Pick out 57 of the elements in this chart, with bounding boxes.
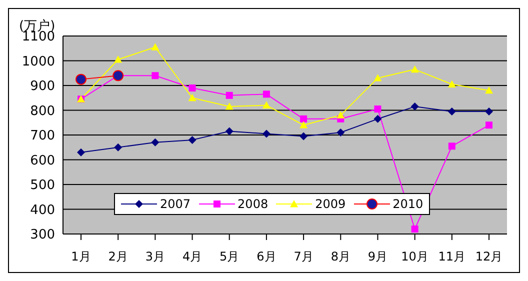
point <box>262 101 270 108</box>
x-tick-label: 2月 <box>108 250 128 264</box>
legend-label: 2010 <box>392 196 424 212</box>
point <box>336 111 345 118</box>
y-tick-label: 300 <box>30 228 55 243</box>
point <box>336 128 345 137</box>
point <box>300 121 308 128</box>
legend-label: 2007 <box>160 196 191 212</box>
y-tick-label: 1000 <box>22 54 55 70</box>
point <box>225 102 234 110</box>
point <box>374 114 382 123</box>
y-tick-label: 400 <box>30 202 55 218</box>
point <box>300 115 308 122</box>
legend-label: 2009 <box>315 196 346 212</box>
point <box>410 102 419 111</box>
point <box>188 84 196 92</box>
point <box>114 143 122 152</box>
point <box>262 90 270 98</box>
point <box>188 136 196 144</box>
legend-label: 2008 <box>238 196 268 212</box>
point <box>151 138 160 146</box>
point <box>300 132 308 140</box>
y-tick-label: 800 <box>30 104 55 119</box>
point <box>76 74 86 85</box>
point <box>374 74 382 82</box>
point <box>151 43 160 50</box>
point <box>485 107 493 116</box>
point <box>486 122 492 129</box>
x-tick-label: 11月 <box>438 250 466 264</box>
point <box>411 226 418 233</box>
x-tick-label: 6月 <box>256 250 276 264</box>
x-tick-label: 7月 <box>294 250 314 264</box>
point <box>410 65 419 73</box>
point <box>152 72 159 80</box>
x-tick-label: 10月 <box>401 250 428 264</box>
x-tick-label: 1月 <box>71 250 91 264</box>
point <box>188 94 196 102</box>
x-tick-label: 3月 <box>145 250 165 264</box>
point <box>448 142 456 150</box>
y-tick-label: 900 <box>30 79 55 94</box>
point <box>226 92 233 99</box>
x-tick-label: 12月 <box>475 250 503 264</box>
x-tick-label: 8月 <box>330 250 350 264</box>
x-tick-label: 5月 <box>220 250 240 264</box>
point <box>262 130 270 138</box>
y-tick-label: 700 <box>30 128 55 144</box>
point <box>448 107 456 116</box>
point <box>374 106 382 113</box>
point <box>448 80 456 88</box>
y-tick-label: 500 <box>30 178 55 194</box>
x-tick-label: 9月 <box>368 250 388 264</box>
point <box>77 148 85 156</box>
y-tick-label: 600 <box>30 153 55 168</box>
point <box>485 86 493 94</box>
x-tick-label: 4月 <box>182 250 202 264</box>
point <box>114 56 122 63</box>
point <box>225 127 234 136</box>
